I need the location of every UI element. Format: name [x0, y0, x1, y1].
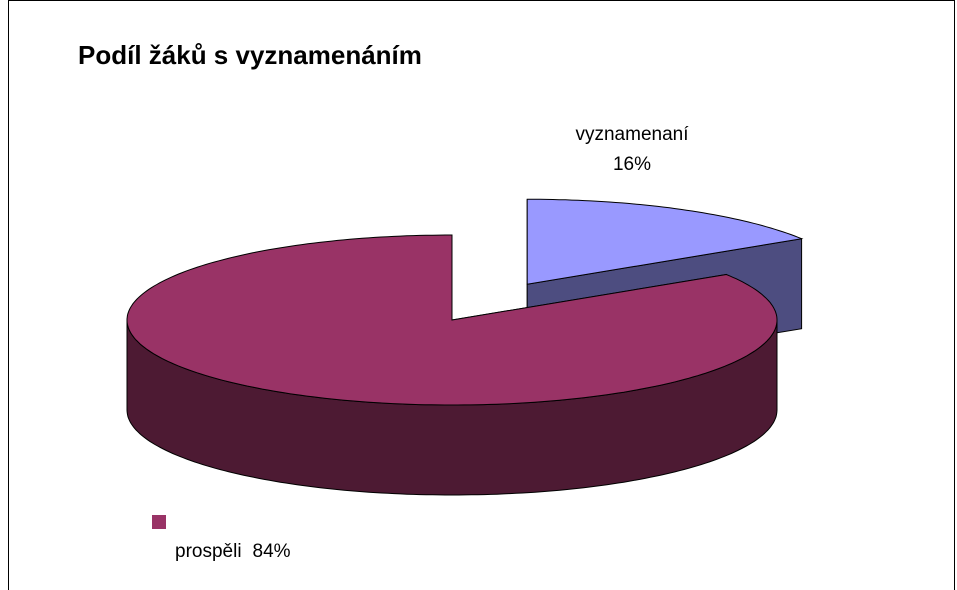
legend-entry: prospěli 84%	[175, 541, 291, 562]
slice-top	[126, 234, 778, 406]
pie-slice	[126, 234, 778, 496]
data-label: vyznamenaní	[575, 124, 689, 145]
chart-title: Podíl žáků s vyznamenáním	[78, 40, 422, 70]
legend-value: 84%	[253, 541, 291, 562]
data-label: 16%	[613, 154, 651, 175]
legend-swatch	[152, 515, 166, 529]
legend-label: prospěli	[175, 541, 242, 562]
slice-top	[526, 198, 804, 285]
